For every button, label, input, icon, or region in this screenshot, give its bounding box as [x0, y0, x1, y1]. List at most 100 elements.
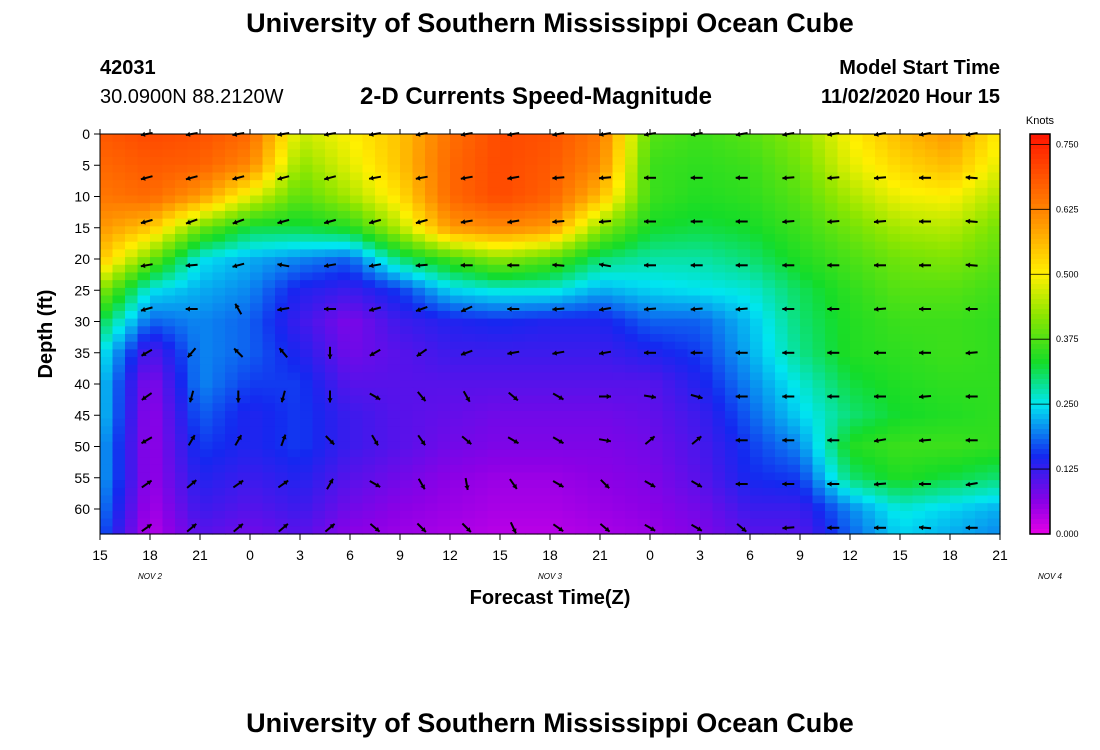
heatmap-cell: [162, 310, 176, 320]
heatmap-cell: [450, 349, 464, 358]
heatmap-cell: [112, 372, 126, 381]
heatmap-cell: [150, 264, 164, 274]
heatmap-cell: [500, 180, 514, 189]
heatmap-cell: [850, 195, 864, 204]
heatmap-cell: [237, 518, 251, 527]
heatmap-cell: [712, 287, 726, 297]
heatmap-cell: [900, 464, 914, 474]
heatmap-cell: [525, 357, 539, 366]
heatmap-cell: [550, 395, 564, 404]
heatmap-cell: [137, 518, 151, 527]
heatmap-cell: [450, 180, 464, 189]
heatmap-cell: [487, 372, 501, 381]
heatmap-cell: [212, 249, 226, 258]
heatmap-cell: [100, 195, 114, 204]
heatmap-cell: [600, 510, 614, 520]
heatmap-cell: [325, 226, 339, 235]
heatmap-cell: [787, 364, 801, 374]
heatmap-cell: [275, 364, 289, 374]
heatmap-cell: [462, 257, 476, 266]
heatmap-cell: [875, 180, 889, 189]
heatmap-cell: [737, 195, 751, 204]
heatmap-cell: [312, 257, 326, 266]
heatmap-cell: [175, 395, 189, 404]
heatmap-cell: [837, 172, 851, 181]
heatmap-cell: [712, 410, 726, 420]
heatmap-cell: [962, 195, 976, 204]
heatmap-cell: [937, 149, 951, 158]
heatmap-cell: [750, 480, 764, 489]
heatmap-cell: [675, 372, 689, 381]
heatmap-cell: [925, 326, 939, 335]
heatmap-cell: [475, 434, 489, 443]
heatmap-cell: [962, 395, 976, 404]
heatmap-cell: [337, 503, 351, 512]
heatmap-cell: [187, 380, 201, 389]
heatmap-cell: [500, 357, 514, 366]
heatmap-cell: [512, 418, 526, 427]
heatmap-cell: [850, 457, 864, 466]
heatmap-cell: [687, 241, 701, 250]
heatmap-cell: [675, 403, 689, 412]
heatmap-cell: [875, 303, 889, 312]
heatmap-cell: [275, 257, 289, 266]
heatmap-cell: [725, 434, 739, 443]
heatmap-cell: [287, 318, 301, 327]
colorbar-tick-label: 0.625: [1056, 204, 1079, 214]
heatmap-cell: [587, 418, 601, 427]
heatmap-cell: [512, 449, 526, 458]
heatmap-cell: [587, 449, 601, 458]
heatmap-cell: [662, 387, 676, 397]
heatmap-cell: [525, 172, 539, 181]
heatmap-cell: [425, 295, 439, 304]
heatmap-cell: [687, 249, 701, 258]
heatmap-cell: [512, 218, 526, 227]
heatmap-cell: [925, 357, 939, 366]
heatmap-cell: [675, 203, 689, 212]
heatmap-cell: [962, 318, 976, 327]
heatmap-cell: [837, 318, 851, 327]
heatmap-cell: [475, 195, 489, 204]
heatmap-cell: [562, 395, 576, 404]
heatmap-cell: [850, 487, 864, 497]
heatmap-cell: [425, 210, 439, 220]
heatmap-cell: [187, 480, 201, 489]
heatmap-cell: [112, 257, 126, 266]
heatmap-cell: [650, 487, 664, 497]
heatmap-cell: [125, 480, 139, 489]
heatmap-cell: [637, 157, 651, 166]
heatmap-cell: [187, 526, 201, 535]
heatmap-cell: [275, 295, 289, 304]
heatmap-cell: [462, 418, 476, 427]
heatmap-cell: [487, 472, 501, 481]
heatmap-cell: [200, 403, 214, 412]
heatmap-cell: [287, 495, 301, 504]
heatmap-cell: [975, 364, 989, 374]
heatmap-cell: [550, 372, 564, 381]
heatmap-cell: [512, 510, 526, 520]
heatmap-cell: [775, 326, 789, 335]
heatmap-cell: [150, 387, 164, 397]
heatmap-cell: [237, 464, 251, 474]
heatmap-cell: [750, 380, 764, 389]
heatmap-cell: [887, 287, 901, 297]
heatmap-cell: [800, 149, 814, 158]
heatmap-cell: [850, 180, 864, 189]
heatmap-cell: [462, 503, 476, 512]
heatmap-cell: [187, 157, 201, 166]
heatmap-cell: [350, 495, 364, 504]
heatmap-cell: [362, 426, 376, 435]
heatmap-cell: [937, 472, 951, 481]
heatmap-cell: [525, 141, 539, 150]
heatmap-cell: [762, 403, 776, 412]
heatmap-cell: [362, 172, 376, 181]
heatmap-cell: [475, 210, 489, 220]
heatmap-cell: [900, 503, 914, 512]
heatmap-cell: [587, 157, 601, 166]
current-arrow: [371, 434, 379, 446]
heatmap-cell: [350, 310, 364, 320]
heatmap-cell: [400, 503, 414, 512]
heatmap-cell: [350, 218, 364, 227]
heatmap-cell: [475, 526, 489, 535]
